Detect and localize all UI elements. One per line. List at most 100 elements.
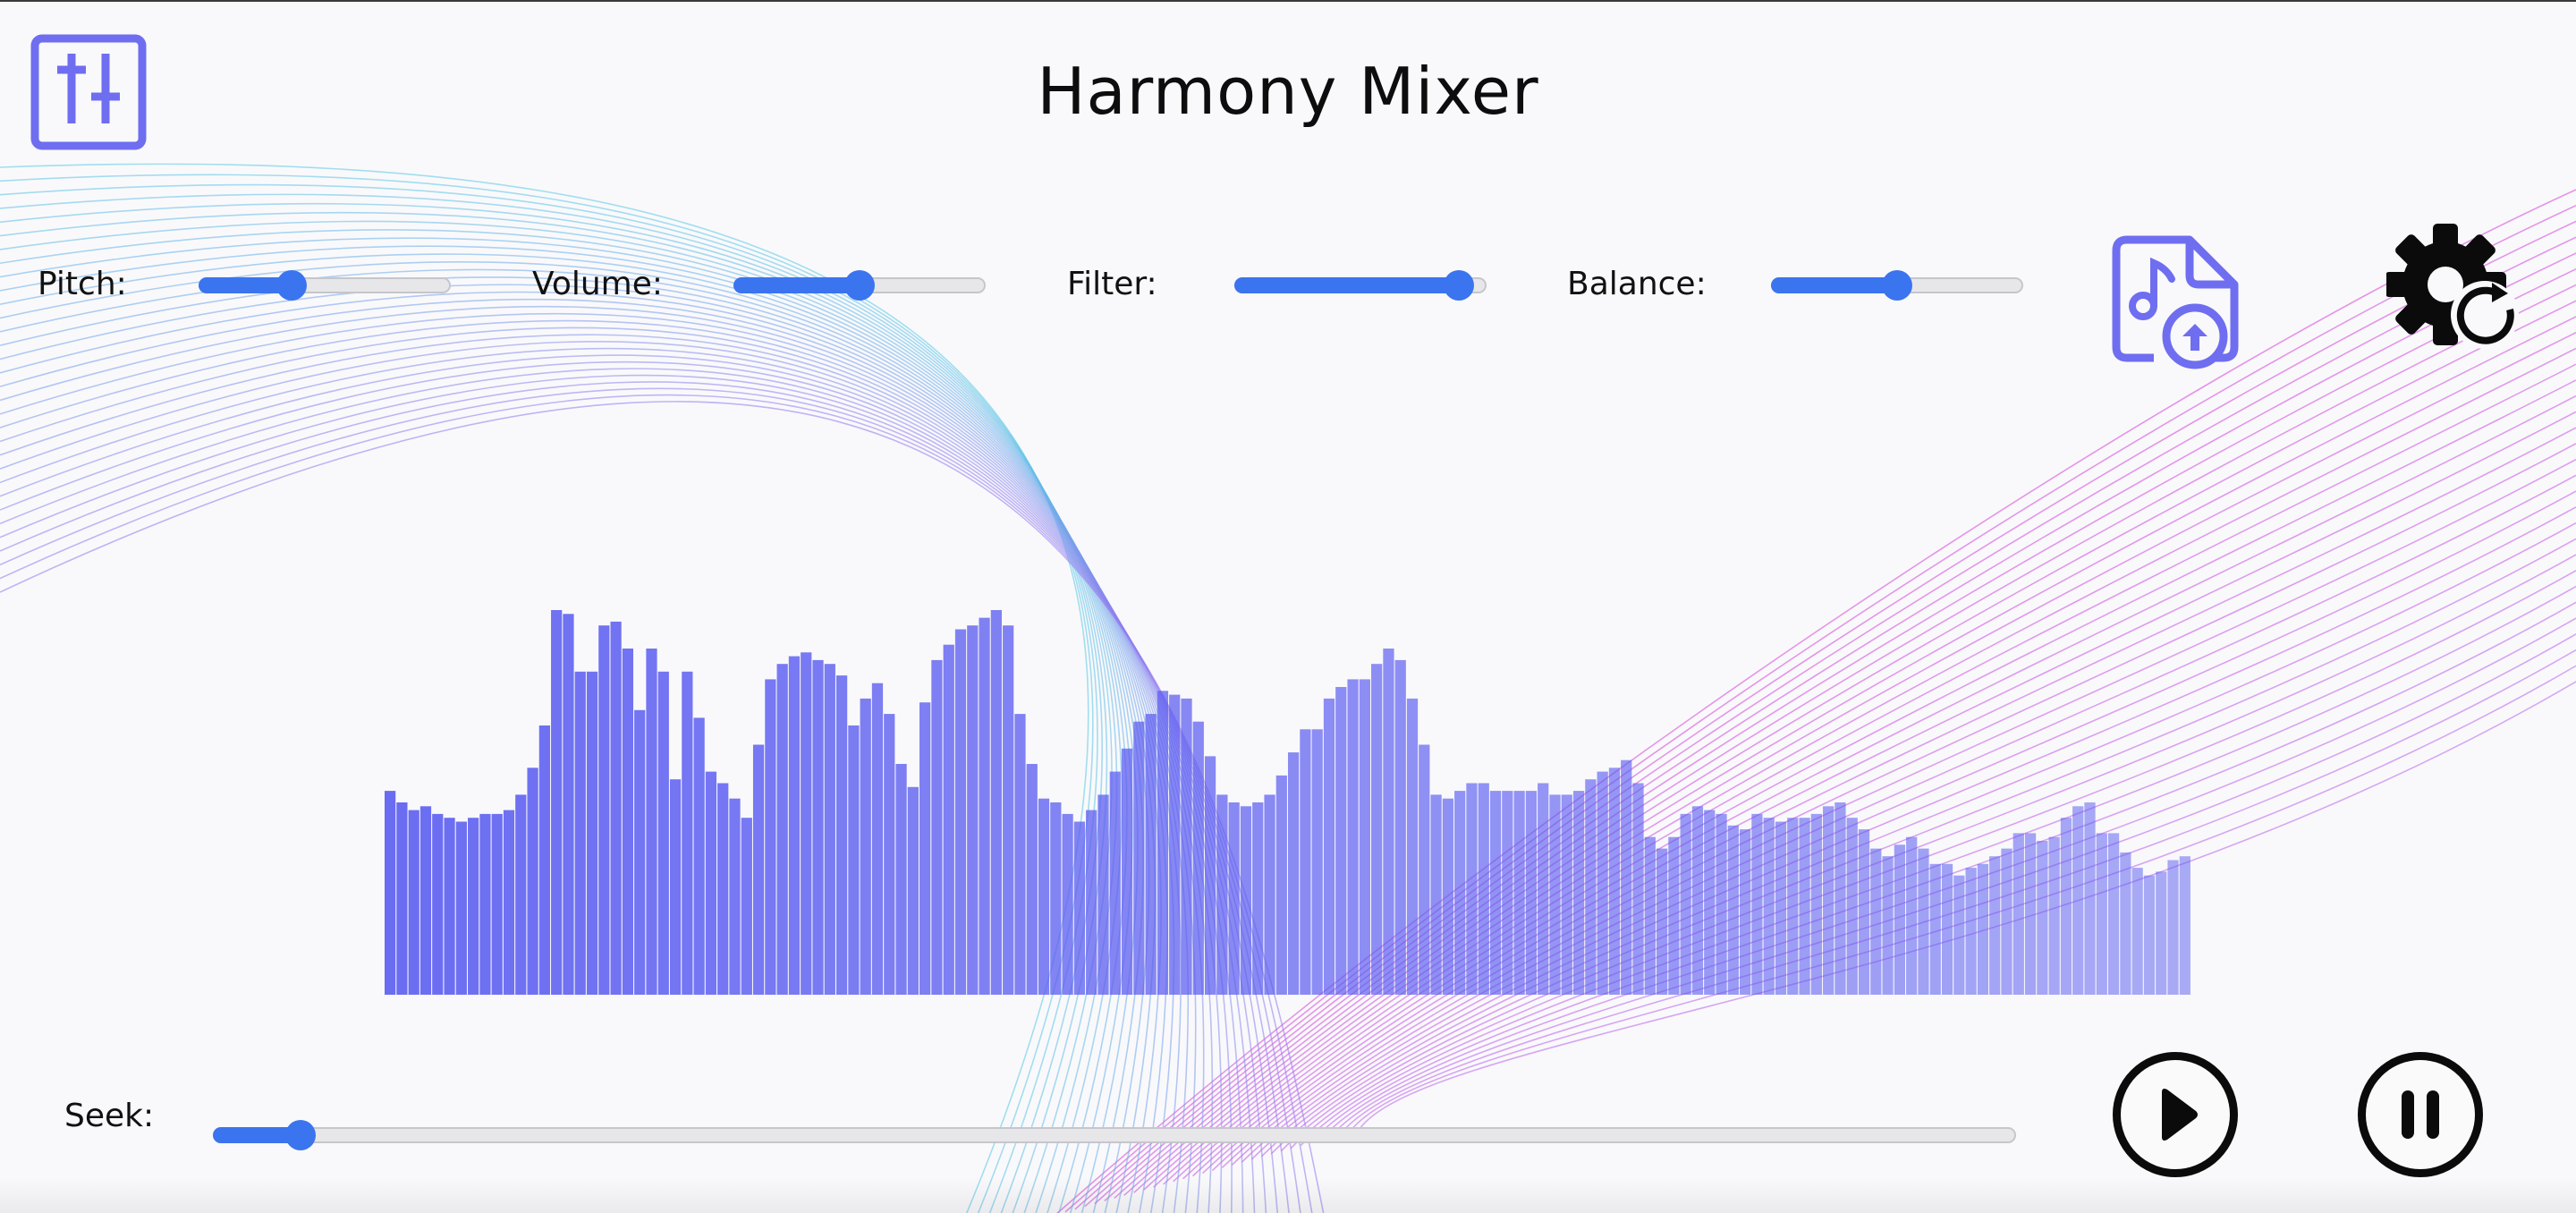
waveform-bar (907, 786, 919, 995)
waveform-bar (1145, 714, 1157, 995)
seek-slider[interactable] (213, 1120, 2016, 1150)
page-title: Harmony Mixer (1037, 54, 1539, 129)
waveform-bar (1727, 825, 1739, 995)
waveform-bar (1454, 791, 1466, 995)
waveform-bar (824, 664, 835, 995)
pause-icon (2402, 1090, 2439, 1139)
waveform-bar (1026, 764, 1038, 995)
waveform-bar (2107, 833, 2120, 995)
waveform-bar (408, 810, 419, 995)
balance-slider[interactable] (1771, 270, 2023, 301)
waveform-bar (2084, 802, 2096, 995)
waveform-bar (444, 818, 455, 995)
waveform-bar (1929, 863, 1941, 995)
waveform-bar (1858, 829, 1870, 995)
pause-button[interactable] (2358, 1052, 2483, 1177)
play-button[interactable] (2113, 1052, 2238, 1177)
waveform-bar (1513, 791, 1525, 995)
waveform-bar (1003, 625, 1014, 995)
waveform-bar (1181, 698, 1192, 995)
waveform-bar (432, 813, 444, 995)
seek-slider-thumb[interactable] (285, 1120, 317, 1150)
balance-slider-fill (1771, 277, 1897, 293)
waveform-bar (1704, 810, 1716, 995)
waveform-bar (1478, 783, 1489, 995)
waveform-bar (729, 798, 741, 995)
waveform-bar (503, 810, 515, 995)
waveform-bar (1383, 649, 1394, 995)
waveform-bar (1882, 856, 1894, 995)
waveform-bar (1775, 821, 1787, 995)
waveform-bar (1133, 721, 1145, 995)
waveform-bar (752, 744, 765, 995)
waveform-bar (610, 621, 622, 995)
waveform-bar (741, 818, 752, 995)
waveform-bar (1419, 744, 1430, 995)
balance-slider-thumb[interactable] (1882, 270, 1912, 301)
waveform-bar (1751, 813, 1763, 995)
waveform-bar (586, 671, 598, 995)
waveform-bar (2143, 875, 2156, 995)
waveform-bar (1549, 794, 1561, 995)
waveform-bar (895, 764, 907, 995)
seek-label: Seek: (64, 1098, 155, 1134)
waveform-bar (1097, 794, 1109, 995)
waveform-bar (2037, 841, 2048, 995)
waveform-bar (419, 806, 432, 995)
waveform-bar (1192, 721, 1204, 995)
waveform-bar (1252, 802, 1264, 995)
filter-label: Filter: (1067, 266, 1157, 302)
volume-slider-thumb[interactable] (844, 270, 875, 301)
waveform-bar (812, 659, 824, 995)
waveform-bar (1572, 791, 1585, 995)
waveform-bar (2120, 852, 2131, 995)
waveform-bar (1608, 768, 1621, 995)
waveform-bar (1394, 659, 1406, 995)
waveform-bar (1442, 798, 1453, 995)
waveform-bar (1597, 771, 1608, 995)
volume-label: Volume: (532, 266, 664, 302)
waveform-bar (2167, 860, 2179, 995)
waveform-bar (1644, 836, 1656, 995)
waveform-bar (1918, 848, 1929, 995)
filter-slider-thumb[interactable] (1443, 270, 1474, 301)
waveform-bar (1977, 863, 1989, 995)
waveform-bar (1335, 687, 1347, 995)
filter-slider-fill (1234, 277, 1459, 293)
waveform-bar (1656, 848, 1668, 995)
waveform-bar (385, 791, 396, 995)
waveform-bar (1275, 775, 1287, 995)
waveform-bar (1525, 791, 1538, 995)
waveform-bar (396, 802, 408, 995)
waveform-bar (1716, 813, 1727, 995)
waveform-bar (1787, 818, 1799, 995)
waveform-bar (2048, 836, 2060, 995)
filter-slider[interactable] (1234, 270, 1487, 301)
waveform-bar (1323, 698, 1335, 995)
waveform-bar (1109, 771, 1121, 995)
mixer-sliders-icon[interactable] (30, 34, 147, 150)
waveform-bar (871, 683, 884, 995)
waveform-bar (705, 771, 717, 995)
waveform-bar (598, 625, 610, 995)
pitch-slider[interactable] (199, 270, 451, 301)
waveform-bar (1489, 791, 1502, 995)
upload-music-file-icon[interactable] (2107, 233, 2241, 372)
waveform-bar (551, 610, 563, 995)
waveform-bar (527, 768, 538, 995)
waveform-bar (765, 679, 776, 995)
waveform-bar (1204, 756, 1216, 995)
waveform-bar (1050, 802, 1062, 995)
waveform-bar (1561, 794, 1572, 995)
waveform-bar (1169, 694, 1181, 995)
volume-slider[interactable] (733, 270, 986, 301)
waveform-bar (479, 813, 491, 995)
waveform-bar (1799, 818, 1810, 995)
waveform-bar (2012, 833, 2024, 995)
settings-reset-icon[interactable] (2386, 220, 2521, 354)
waveform-bar (1347, 679, 1359, 995)
waveform-bar (1941, 863, 1953, 995)
waveform-bar (1632, 783, 1644, 995)
pitch-slider-thumb[interactable] (276, 270, 308, 301)
